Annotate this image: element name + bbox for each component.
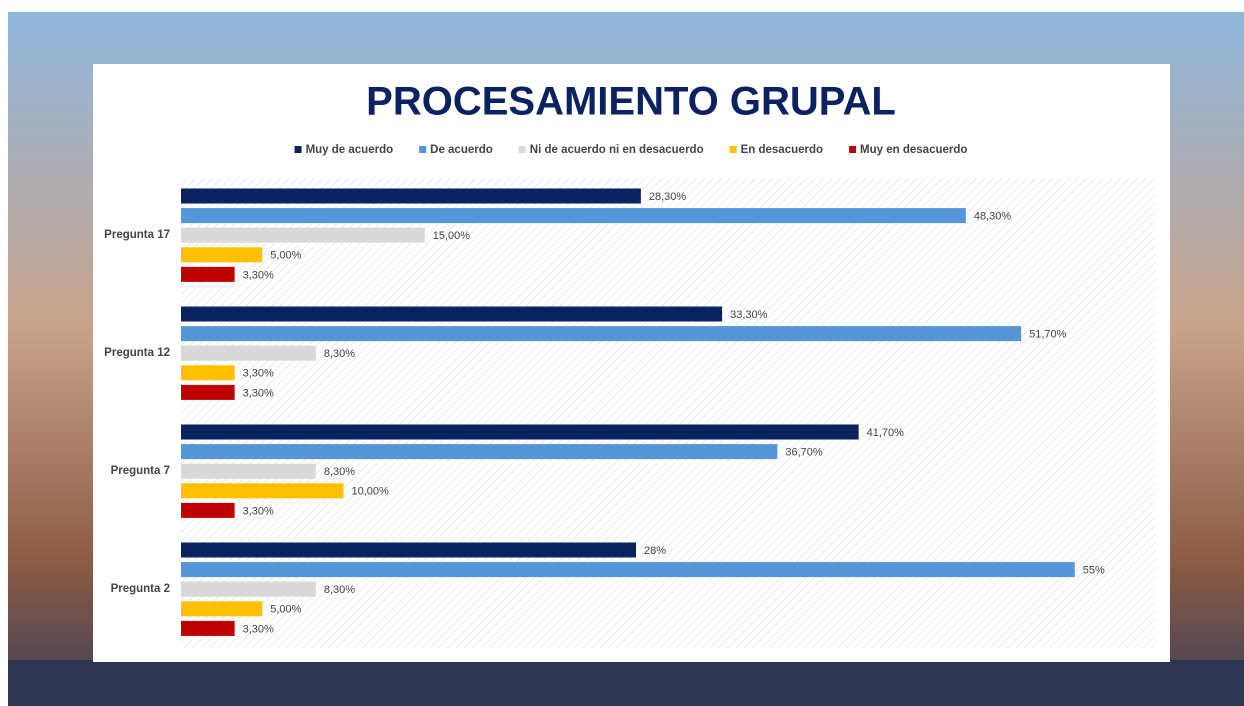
value-label: 3,30%	[243, 269, 274, 281]
category-label: Pregunta 7	[111, 465, 170, 477]
bar	[181, 542, 636, 558]
value-label: 15,00%	[433, 230, 471, 242]
category-label: Pregunta 12	[104, 347, 170, 359]
value-label: 8,30%	[324, 466, 355, 478]
bar	[181, 424, 859, 440]
value-label: 3,30%	[243, 623, 274, 635]
legend-swatch	[849, 146, 857, 153]
legend-swatch	[729, 146, 737, 153]
value-label: 8,30%	[324, 584, 355, 596]
bar	[181, 208, 966, 224]
bar	[181, 581, 316, 597]
value-label: 51,70%	[1029, 329, 1067, 341]
category-label: Pregunta 17	[104, 229, 170, 241]
legend-swatch	[294, 146, 302, 153]
legend-swatch	[419, 146, 427, 153]
bar	[181, 345, 316, 361]
legend: Muy de acuerdo De acuerdo Ni de acuerdo ni…	[294, 144, 967, 156]
bar	[181, 601, 263, 617]
value-label: 5,00%	[270, 250, 301, 262]
bar	[181, 306, 723, 322]
value-label: 41,70%	[867, 427, 905, 439]
bar	[181, 365, 235, 381]
legend-label: Ni de acuerdo ni en desacuerdo	[530, 144, 704, 156]
value-label: 48,30%	[974, 211, 1012, 223]
plot-area	[181, 178, 1156, 648]
legend-label: Muy de acuerdo	[306, 144, 394, 156]
value-label: 8,30%	[324, 348, 355, 360]
legend-label: Muy en desacuerdo	[860, 144, 967, 156]
court	[8, 660, 1244, 706]
bar	[181, 562, 1075, 578]
bar	[181, 620, 235, 636]
value-label: 5,00%	[270, 604, 301, 616]
bar	[181, 483, 344, 499]
bar	[181, 444, 778, 460]
bar	[181, 247, 263, 263]
value-label: 36,70%	[785, 447, 823, 459]
value-label: 3,30%	[243, 368, 274, 380]
chart-title: PROCESAMIENTO GRUPAL	[366, 80, 896, 124]
legend-label: En desacuerdo	[741, 144, 823, 156]
value-label: 28%	[644, 545, 666, 557]
value-label: 33,30%	[730, 309, 768, 321]
bar	[181, 326, 1022, 342]
bar	[181, 384, 235, 400]
legend-swatch	[518, 146, 526, 153]
bar	[181, 227, 425, 243]
value-label: 3,30%	[243, 505, 274, 517]
bar	[181, 188, 641, 204]
value-label: 3,30%	[243, 387, 274, 399]
category-label: Pregunta 2	[111, 583, 170, 595]
legend-label: De acuerdo	[430, 144, 493, 156]
value-label: 10,00%	[352, 486, 390, 498]
bar	[181, 463, 316, 479]
value-label: 55%	[1083, 565, 1105, 577]
value-label: 28,30%	[649, 191, 687, 203]
bar	[181, 502, 235, 518]
bar	[181, 266, 235, 282]
